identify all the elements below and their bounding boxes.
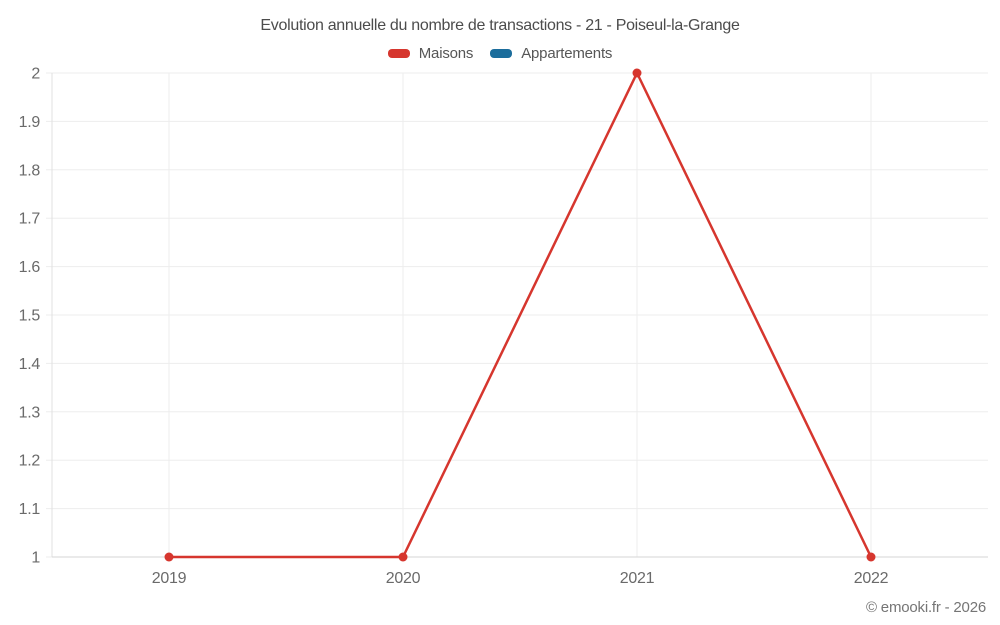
y-axis-tick-label: 1.8	[19, 162, 41, 179]
series-line-maisons	[167, 71, 873, 559]
x-axis-tick-label: 2021	[620, 570, 655, 587]
y-axis-tick-label: 1.6	[19, 259, 41, 276]
x-axis-tick-label: 2020	[386, 570, 421, 587]
y-axis-tick-label: 1.2	[19, 453, 41, 470]
y-axis-tick-label: 1	[31, 550, 40, 567]
legend-item-maisons[interactable]: Maisons	[387, 45, 474, 62]
data-point-maisons	[398, 552, 408, 562]
y-axis-tick-label: 1.5	[19, 308, 41, 325]
legend-swatch-maisons-icon	[387, 49, 410, 58]
y-axis-tick-label: 1.4	[19, 356, 41, 373]
y-axis-tick-label: 1.1	[19, 501, 41, 518]
legend-label-maisons: Maisons	[418, 45, 474, 62]
chart-legend: Maisons Appartements	[0, 45, 1000, 62]
x-axis-tick-label: 2022	[854, 570, 889, 587]
legend-label-appartements: Appartements	[521, 45, 613, 62]
legend-swatch-appartements-icon	[490, 49, 513, 58]
chart-title: Evolution annuelle du nombre de transact…	[260, 17, 740, 34]
data-point-maisons	[632, 68, 642, 78]
watermark-credit: © emooki.fr - 2026	[865, 599, 986, 616]
data-point-maisons	[164, 552, 174, 562]
x-axis-tick-label: 2019	[152, 570, 187, 587]
y-axis-tick-label: 2	[31, 66, 40, 83]
y-axis-tick-label: 1.9	[19, 114, 41, 131]
legend-item-appartements[interactable]: Appartements	[490, 45, 612, 62]
y-axis-tick-label: 1.3	[19, 404, 41, 421]
y-axis-tick-label: 1.7	[19, 211, 41, 228]
data-point-maisons	[866, 552, 876, 562]
